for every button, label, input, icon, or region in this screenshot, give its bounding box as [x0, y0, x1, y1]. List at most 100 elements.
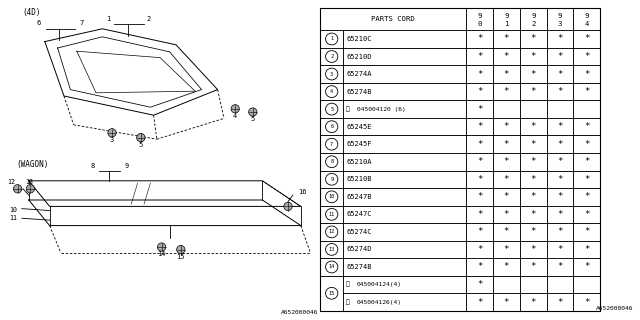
- Text: 10: 10: [10, 207, 17, 212]
- Text: *: *: [504, 69, 509, 78]
- Text: *: *: [557, 157, 563, 166]
- Text: 1: 1: [330, 36, 333, 42]
- Bar: [343, 258, 466, 276]
- Text: 7: 7: [330, 142, 333, 147]
- Bar: [520, 48, 547, 65]
- Text: 045004126(4): 045004126(4): [357, 300, 402, 305]
- Text: *: *: [531, 69, 536, 78]
- Text: *: *: [584, 52, 589, 61]
- Text: 9: 9: [504, 13, 509, 19]
- Bar: [493, 223, 520, 241]
- Bar: [320, 153, 343, 171]
- Text: *: *: [477, 228, 483, 236]
- Bar: [547, 100, 573, 118]
- Text: 045004124(4): 045004124(4): [357, 282, 402, 287]
- Bar: [493, 83, 520, 100]
- Text: *: *: [531, 298, 536, 307]
- Bar: [466, 293, 493, 311]
- Bar: [547, 223, 573, 241]
- Text: *: *: [504, 122, 509, 131]
- Bar: [493, 135, 520, 153]
- Bar: [320, 188, 343, 205]
- Bar: [573, 258, 600, 276]
- Text: *: *: [584, 210, 589, 219]
- Text: *: *: [477, 69, 483, 78]
- Bar: [573, 83, 600, 100]
- Bar: [573, 135, 600, 153]
- Bar: [573, 8, 600, 30]
- Text: *: *: [504, 192, 509, 201]
- Bar: [520, 188, 547, 205]
- Bar: [520, 118, 547, 135]
- Bar: [573, 241, 600, 258]
- Bar: [320, 135, 343, 153]
- Bar: [466, 223, 493, 241]
- Bar: [573, 205, 600, 223]
- Text: *: *: [504, 245, 509, 254]
- Text: *: *: [477, 298, 483, 307]
- Text: 65245F: 65245F: [347, 141, 372, 147]
- Text: 65247B: 65247B: [347, 194, 372, 200]
- Bar: [547, 153, 573, 171]
- Text: 9: 9: [330, 177, 333, 182]
- Text: 045004120 (6): 045004120 (6): [357, 107, 406, 112]
- Bar: [573, 65, 600, 83]
- Text: *: *: [557, 52, 563, 61]
- Bar: [573, 188, 600, 205]
- Bar: [520, 171, 547, 188]
- Text: *: *: [557, 175, 563, 184]
- Bar: [493, 30, 520, 48]
- Bar: [573, 153, 600, 171]
- Bar: [466, 30, 493, 48]
- Bar: [573, 223, 600, 241]
- Bar: [547, 135, 573, 153]
- Bar: [343, 100, 466, 118]
- Bar: [493, 188, 520, 205]
- Text: *: *: [477, 192, 483, 201]
- Text: 6: 6: [36, 20, 40, 26]
- Text: 4: 4: [233, 113, 237, 119]
- Bar: [466, 188, 493, 205]
- Text: 65274C: 65274C: [347, 229, 372, 235]
- Text: *: *: [531, 87, 536, 96]
- Bar: [320, 100, 343, 118]
- Bar: [343, 83, 466, 100]
- Text: 8: 8: [91, 163, 95, 169]
- Text: *: *: [531, 140, 536, 149]
- Bar: [343, 293, 466, 311]
- Text: *: *: [477, 87, 483, 96]
- Bar: [573, 48, 600, 65]
- Bar: [493, 65, 520, 83]
- Bar: [343, 48, 466, 65]
- Text: *: *: [584, 298, 589, 307]
- Text: 3: 3: [558, 21, 562, 27]
- Bar: [547, 241, 573, 258]
- Text: 9: 9: [585, 13, 589, 19]
- Text: 14: 14: [328, 264, 335, 269]
- Text: 8: 8: [330, 159, 333, 164]
- Text: 9: 9: [477, 13, 482, 19]
- Text: *: *: [557, 210, 563, 219]
- Bar: [466, 118, 493, 135]
- Bar: [320, 118, 343, 135]
- Bar: [573, 100, 600, 118]
- Bar: [547, 30, 573, 48]
- Bar: [520, 258, 547, 276]
- Bar: [320, 241, 343, 258]
- Text: *: *: [504, 262, 509, 271]
- Bar: [343, 30, 466, 48]
- Circle shape: [249, 108, 257, 116]
- Text: *: *: [531, 245, 536, 254]
- Text: 10: 10: [328, 194, 335, 199]
- Text: 5: 5: [330, 107, 333, 112]
- Text: 5: 5: [251, 116, 255, 122]
- Bar: [547, 205, 573, 223]
- Text: *: *: [477, 262, 483, 271]
- Text: Ⓢ: Ⓢ: [346, 299, 349, 305]
- Text: *: *: [531, 35, 536, 44]
- Text: *: *: [584, 87, 589, 96]
- Text: *: *: [557, 298, 563, 307]
- Bar: [343, 205, 466, 223]
- Text: 1: 1: [106, 16, 110, 21]
- Text: 65274A: 65274A: [347, 71, 372, 77]
